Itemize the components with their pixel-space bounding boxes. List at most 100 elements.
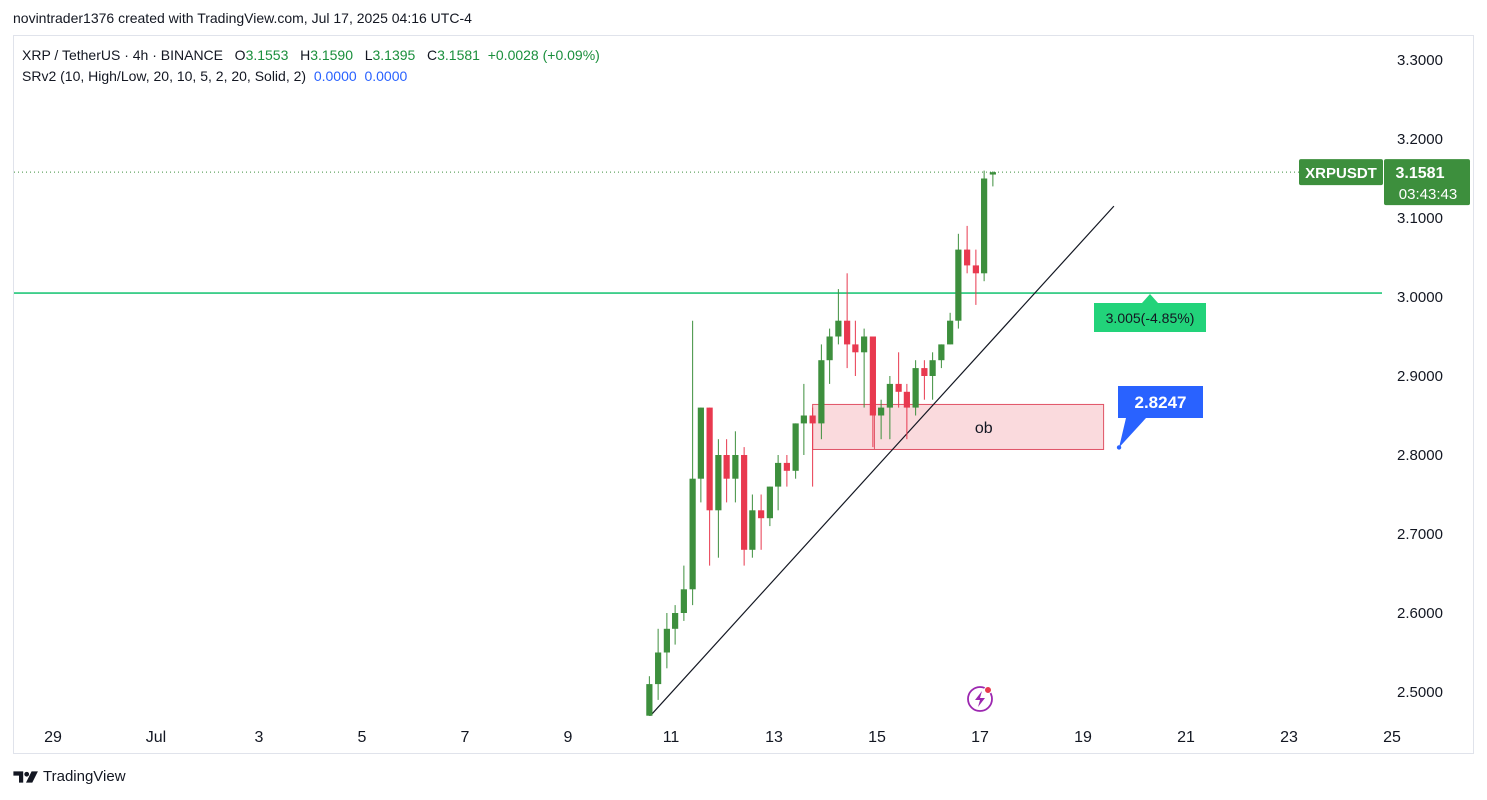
open-label: O <box>234 47 246 63</box>
candle-up[interactable] <box>766 486 773 519</box>
candle-down[interactable] <box>972 265 979 274</box>
candle-down[interactable] <box>809 415 816 424</box>
candle-up[interactable] <box>912 368 919 408</box>
open-value: 3.1553 <box>245 47 289 63</box>
candle-down[interactable] <box>869 336 876 416</box>
candle-up[interactable] <box>929 360 936 376</box>
indicator-value-1: 0.0000 <box>313 68 357 84</box>
symbol-tag[interactable] <box>1299 159 1383 186</box>
lightning-bolt-icon <box>975 691 985 707</box>
high-label: H <box>300 47 311 63</box>
candle-down[interactable] <box>741 455 748 550</box>
low-label: L <box>364 47 373 63</box>
candle-up[interactable] <box>938 344 945 361</box>
indicator-title[interactable]: SRv2 (10, High/Low, 20, 10, 5, 2, 20, So… <box>22 68 307 84</box>
y-axis-tick-label: 2.9000 <box>1397 368 1443 385</box>
candle-up[interactable] <box>663 628 670 653</box>
x-axis-tick-label: 7 <box>461 729 470 746</box>
candle-up[interactable] <box>826 336 833 361</box>
tradingview-logo-icon <box>13 770 38 783</box>
candle-up[interactable] <box>800 415 807 424</box>
support-level-label: 3.005(-4.85%) <box>1106 310 1195 326</box>
lightning-icon[interactable] <box>967 686 993 712</box>
y-axis-tick-label: 3.3000 <box>1397 52 1443 69</box>
y-axis-tick-label: 3.2000 <box>1397 131 1443 148</box>
trendline[interactable] <box>649 205 1115 716</box>
x-axis-tick-label: 17 <box>971 729 989 746</box>
x-axis-tick-label: 9 <box>564 729 573 746</box>
candle-up[interactable] <box>646 684 653 716</box>
order-block-zone[interactable] <box>812 403 1105 450</box>
y-axis-tick-label: 3.0000 <box>1397 289 1443 306</box>
chart-frame <box>13 35 1474 754</box>
candle-up[interactable] <box>672 613 679 629</box>
candle-up[interactable] <box>886 383 893 408</box>
x-axis-tick-label: 19 <box>1074 729 1092 746</box>
support-level-label-box[interactable] <box>1094 294 1206 333</box>
bar-countdown: 03:43:43 <box>1399 186 1457 203</box>
candle-up[interactable] <box>818 360 825 424</box>
x-axis-tick-label: 21 <box>1177 729 1195 746</box>
indicator-value-2: 0.0000 <box>364 68 408 84</box>
high-value: 3.1590 <box>310 47 354 63</box>
x-axis-tick-label: 25 <box>1383 729 1401 746</box>
change-value: +0.0028 (+0.09%) <box>487 47 600 63</box>
candle-up[interactable] <box>989 172 996 175</box>
tradingview-brand: TradingView <box>43 768 126 785</box>
y-axis-tick-label: 2.6000 <box>1397 605 1443 622</box>
candle-down[interactable] <box>844 320 851 345</box>
candle-up[interactable] <box>792 423 799 471</box>
price-callout-anchor <box>1116 445 1122 450</box>
symbol-legend-row[interactable]: XRP / TetherUS · 4h · BINANCE O3.1553 H3… <box>22 45 600 66</box>
candle-up[interactable] <box>680 589 687 613</box>
candle-up[interactable] <box>981 178 988 274</box>
tradingview-footer[interactable]: TradingView <box>13 768 126 785</box>
candle-down[interactable] <box>783 462 790 471</box>
candle-up[interactable] <box>689 478 696 590</box>
candle-down[interactable] <box>758 510 765 519</box>
price-callout-box[interactable] <box>1118 386 1203 448</box>
candle-up[interactable] <box>861 336 868 353</box>
chart-legend: XRP / TetherUS · 4h · BINANCE O3.1553 H3… <box>22 45 600 87</box>
order-block-label: ob <box>975 420 993 437</box>
candle-down[interactable] <box>895 383 902 392</box>
x-axis-tick-label: 15 <box>868 729 886 746</box>
y-axis-tick-label: 3.1000 <box>1397 210 1443 227</box>
y-axis-tick-label: 2.8000 <box>1397 447 1443 464</box>
indicator-legend-row[interactable]: SRv2 (10, High/Low, 20, 10, 5, 2, 20, So… <box>22 66 600 87</box>
candle-up[interactable] <box>697 407 704 479</box>
candle-down[interactable] <box>723 455 730 479</box>
last-price-tag[interactable] <box>1384 159 1470 206</box>
notification-dot-icon <box>984 686 992 694</box>
x-axis-tick-label: 29 <box>44 729 62 746</box>
chart-attribution: novintrader1376 created with TradingView… <box>13 10 472 26</box>
candle-up[interactable] <box>655 652 662 685</box>
y-axis-tick-label: 2.7000 <box>1397 526 1443 543</box>
candle-up[interactable] <box>749 510 756 550</box>
x-axis-tick-label: 23 <box>1280 729 1298 746</box>
candle-up[interactable] <box>775 462 782 487</box>
low-value: 3.1395 <box>372 47 416 63</box>
symbol-tag-label: XRPUSDT <box>1305 165 1377 182</box>
candle-down[interactable] <box>964 249 971 266</box>
candle-down[interactable] <box>921 368 928 376</box>
close-value: 3.1581 <box>437 47 480 63</box>
last-price-value: 3.1581 <box>1396 165 1445 182</box>
candle-up[interactable] <box>878 407 885 416</box>
y-axis-tick-label: 2.5000 <box>1397 684 1443 701</box>
x-axis-tick-label: 5 <box>358 729 367 746</box>
candle-up[interactable] <box>715 455 722 511</box>
candle-down[interactable] <box>706 407 713 511</box>
candle-down[interactable] <box>903 391 910 408</box>
symbol-title[interactable]: XRP / TetherUS · 4h · BINANCE <box>22 47 223 63</box>
price-callout-value: 2.8247 <box>1135 393 1187 412</box>
candle-up[interactable] <box>947 320 954 345</box>
candle-down[interactable] <box>852 344 859 353</box>
candle-up[interactable] <box>732 455 739 479</box>
candle-up[interactable] <box>955 249 962 321</box>
x-axis-tick-label: 11 <box>663 729 680 746</box>
candle-up[interactable] <box>835 320 842 337</box>
close-label: C <box>426 47 438 63</box>
x-axis-tick-label: 3 <box>255 729 264 746</box>
